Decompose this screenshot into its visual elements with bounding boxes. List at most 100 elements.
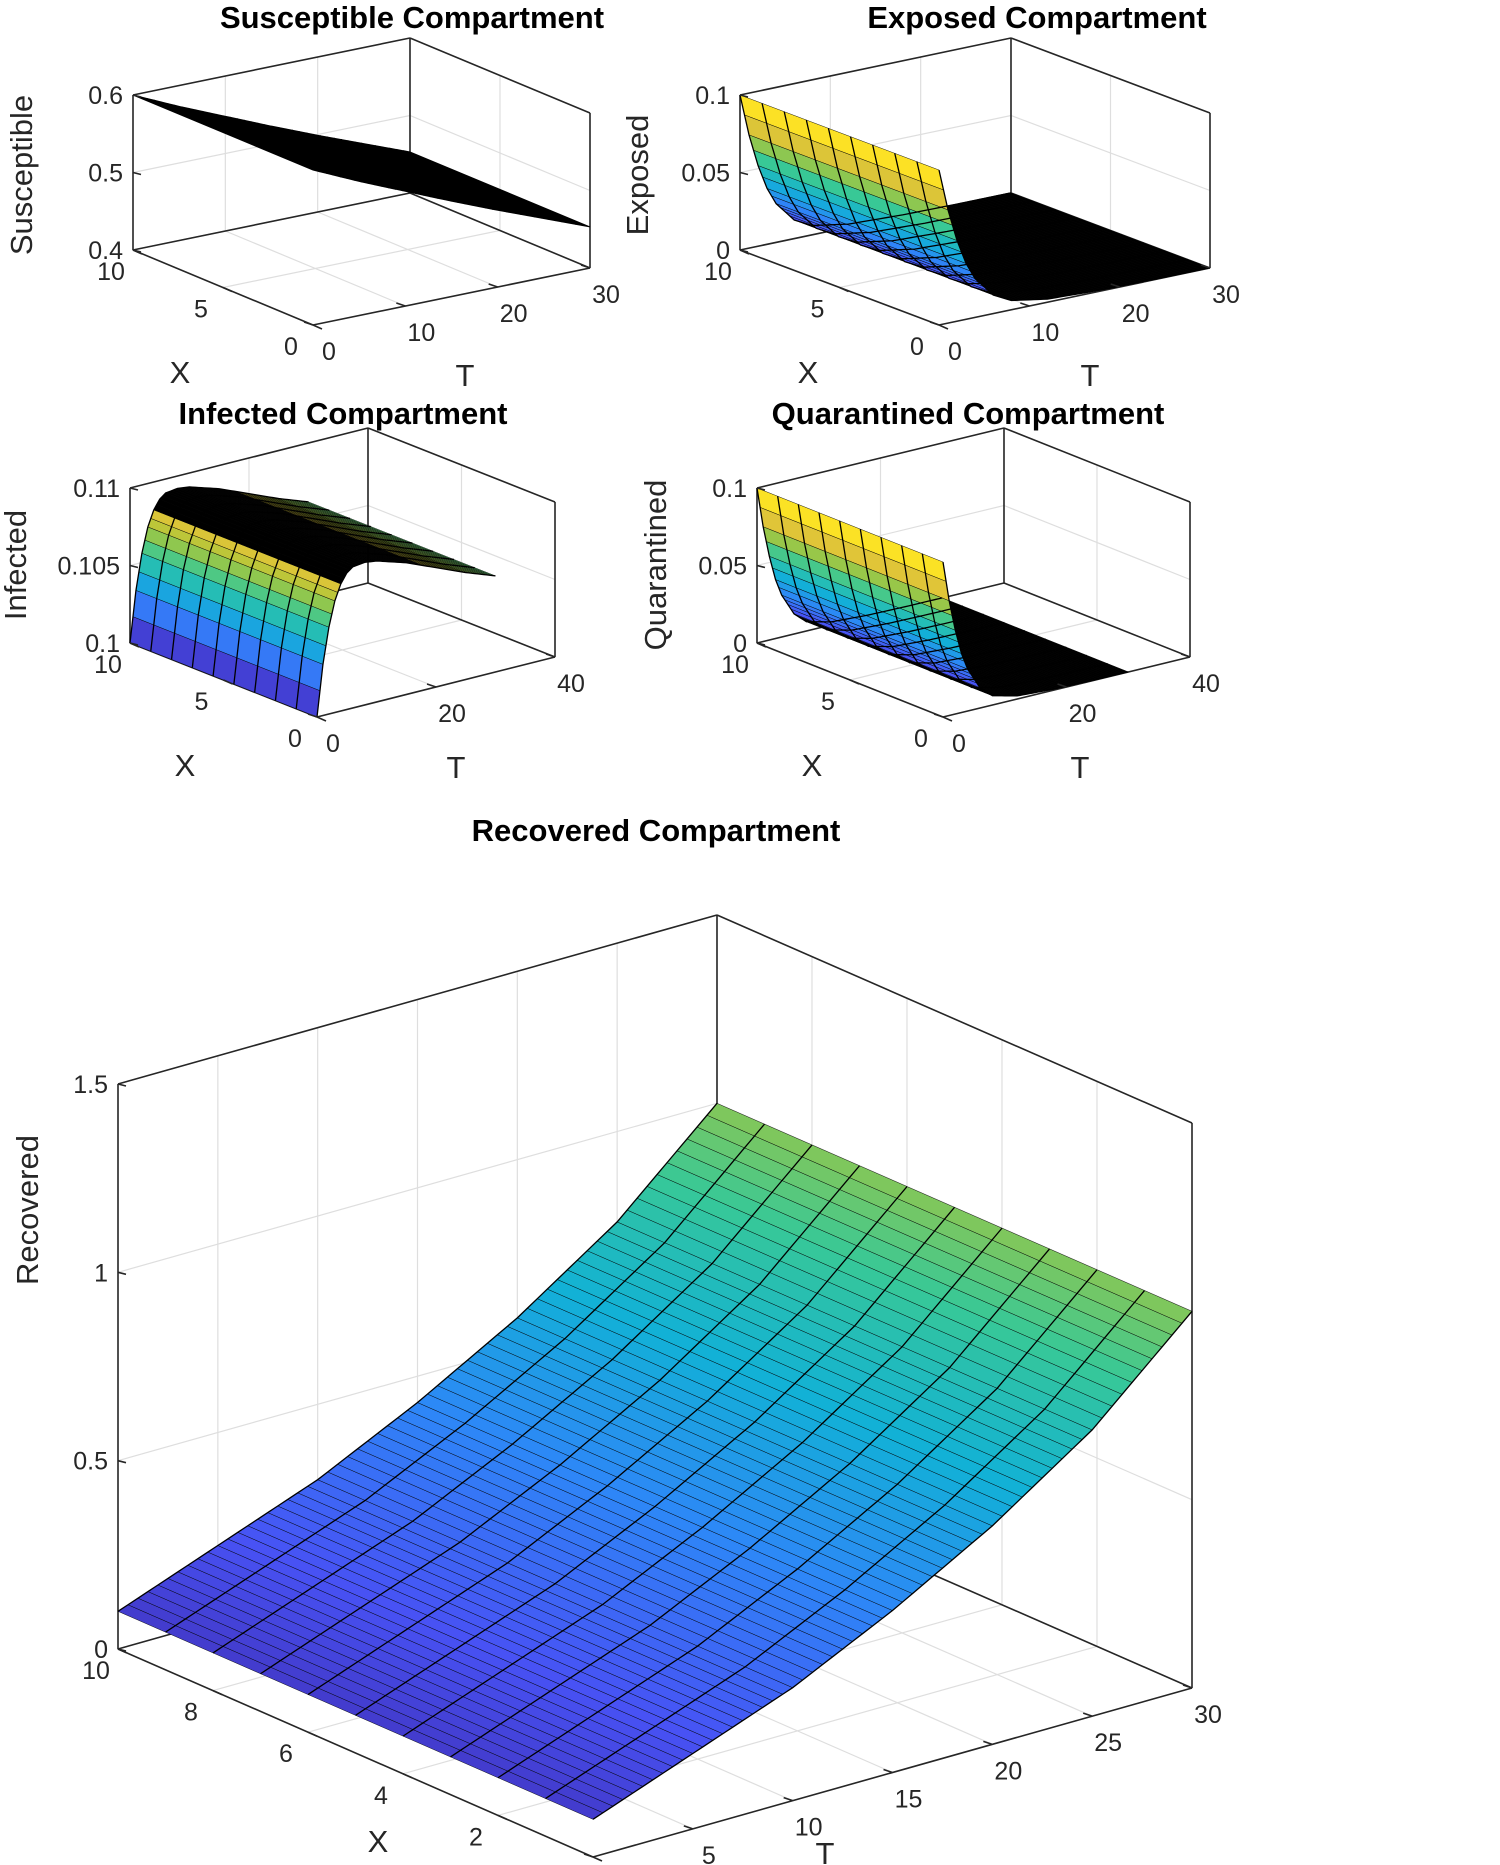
recovered-t-tick-label: 20: [994, 1757, 1022, 1785]
exposed-mesh-line: [849, 136, 1122, 268]
quarantined-mesh-line: [797, 504, 984, 639]
infected-mesh-line: [233, 527, 413, 685]
quarantined-mesh-line: [777, 496, 964, 631]
quarantined-mesh-line: [921, 553, 1108, 689]
quarantined-t-axis-label: T: [1071, 750, 1090, 785]
recovered-t-tick-label: 30: [1194, 1701, 1222, 1729]
infected-t-tick-label: 20: [438, 700, 466, 728]
infected-mesh-line: [212, 519, 392, 676]
susceptible-surface: [132, 94, 591, 228]
quarantined-title: Quarantined Compartment: [772, 396, 1165, 431]
quarantined-x-tick-label: 0: [914, 725, 928, 753]
infected-mesh-line: [274, 543, 455, 701]
exposed-z-tick-label: 0.1: [695, 82, 730, 110]
recovered-t-tick-label: 5: [702, 1842, 716, 1865]
recovered-z-tick-label: 0: [94, 1636, 108, 1664]
susceptible-panel: 0.4 0.5 0.6 0 5 10 0 10 20 30 Susceptible Compartm…: [4, 0, 620, 393]
infected-z-tick-label: 0.11: [73, 475, 120, 503]
exposed-t-tick-label: 0: [948, 338, 962, 366]
exposed-mesh-line: [761, 103, 1034, 235]
exposed-x-tick-label: 0: [910, 333, 924, 361]
exposed-x-axis-label: X: [798, 355, 819, 390]
recovered-mesh-line: [450, 1248, 1050, 1758]
quarantined-z-axis-label: Quarantined: [638, 480, 673, 651]
infected-mesh-line: [129, 486, 309, 644]
exposed-t-axis-label: T: [1081, 358, 1100, 393]
recovered-x-tick-label: 4: [374, 1782, 388, 1810]
susceptible-x-axis-label: X: [170, 355, 191, 390]
susceptible-x-tick-label: 5: [194, 296, 208, 324]
susceptible-z-tick-label: 0.5: [88, 160, 123, 188]
quarantined-x-tick-label: 10: [721, 651, 749, 679]
recovered-mesh-line: [545, 1290, 1145, 1800]
infected-mesh-line: [191, 510, 371, 668]
susceptible-t-tick-label: 0: [322, 338, 336, 366]
exposed-title: Exposed Compartment: [867, 0, 1206, 35]
infected-z-tick-label: 0.1: [85, 630, 120, 658]
exposed-mesh-line: [938, 169, 1211, 302]
quarantined-mesh-line: [880, 537, 1067, 672]
exposed-mesh-line: [894, 153, 1166, 285]
susceptible-z-axis-label: Susceptible: [4, 95, 39, 255]
exposed-x-tick-label: 10: [704, 258, 732, 286]
recovered-surface: [117, 1102, 1193, 1820]
exposed-z-tick-label: 0: [716, 237, 730, 265]
susceptible-t-axis-label: T: [456, 358, 475, 393]
recovered-x-axis-label: X: [368, 1824, 389, 1859]
infected-z-axis-label: Infected: [0, 510, 33, 620]
susceptible-ticks: 0.4 0.5 0.6 0 5 10 0 10 20 30: [88, 82, 620, 366]
recovered-z-tick-label: 1: [94, 1259, 108, 1287]
quarantined-z-tick-label: 0.1: [712, 475, 747, 503]
infected-z-tick-label: 0.105: [57, 553, 120, 581]
recovered-z-axis-label: Recovered: [10, 1135, 45, 1285]
infected-x-axis-label: X: [175, 748, 196, 783]
susceptible-t-tick-label: 30: [592, 281, 620, 309]
recovered-mesh-line: [402, 1227, 1003, 1737]
recovered-x-tick-label: 6: [279, 1740, 293, 1768]
exposed-surface: [739, 94, 1211, 302]
quarantined-mesh-line: [818, 512, 1005, 648]
infected-t-tick-label: 40: [557, 670, 585, 698]
recovered-z-tick-label: 0.5: [73, 1448, 108, 1476]
quarantined-x-axis-label: X: [802, 748, 823, 783]
infected-mesh-line: [170, 502, 351, 660]
quarantined-z-tick-label: 0: [733, 630, 747, 658]
susceptible-t-tick-label: 20: [500, 300, 528, 328]
quarantined-z-tick-label: 0.05: [698, 553, 747, 581]
quarantined-mesh-line: [901, 545, 1088, 681]
infected-x-tick-label: 0: [288, 725, 302, 753]
susceptible-surface-patch: [402, 150, 591, 228]
exposed-mesh-line: [783, 111, 1056, 243]
quarantined-mesh-line: [756, 487, 943, 623]
infected-ticks: 0.1 0.105 0.11 0 5 10 0 20 40: [57, 475, 584, 758]
recovered-mesh-line: [117, 1102, 718, 1612]
exposed-z-tick-label: 0.05: [681, 160, 730, 188]
recovered-t-tick-label: 15: [895, 1786, 923, 1814]
susceptible-z-tick-label: 0.6: [88, 82, 123, 110]
recovered-mesh-line: [165, 1123, 765, 1633]
exposed-t-tick-label: 30: [1212, 281, 1240, 309]
exposed-mesh-line: [827, 128, 1100, 260]
exposed-z-axis-label: Exposed: [620, 115, 655, 236]
recovered-mesh-line: [212, 1144, 813, 1654]
recovered-t-tick-label: 10: [795, 1814, 823, 1842]
susceptible-t-tick-label: 10: [407, 319, 435, 347]
recovered-x-tick-label: 2: [469, 1823, 483, 1851]
infected-x-tick-label: 5: [195, 688, 209, 716]
quarantined-t-tick-label: 20: [1069, 700, 1097, 728]
recovered-mesh-line: [260, 1165, 860, 1675]
recovered-mesh-line: [307, 1186, 908, 1696]
quarantined-surface: [756, 487, 1129, 697]
susceptible-title: Susceptible Compartment: [220, 0, 604, 35]
exposed-x-tick-label: 5: [811, 296, 825, 324]
exposed-mesh-line: [805, 119, 1078, 252]
infected-mesh-line: [295, 552, 475, 709]
recovered-x-tick-label: 8: [184, 1699, 198, 1727]
infected-t-tick-label: 0: [326, 730, 340, 758]
exposed-mesh-line: [872, 144, 1144, 277]
recovered-mesh-line: [592, 1310, 1193, 1820]
